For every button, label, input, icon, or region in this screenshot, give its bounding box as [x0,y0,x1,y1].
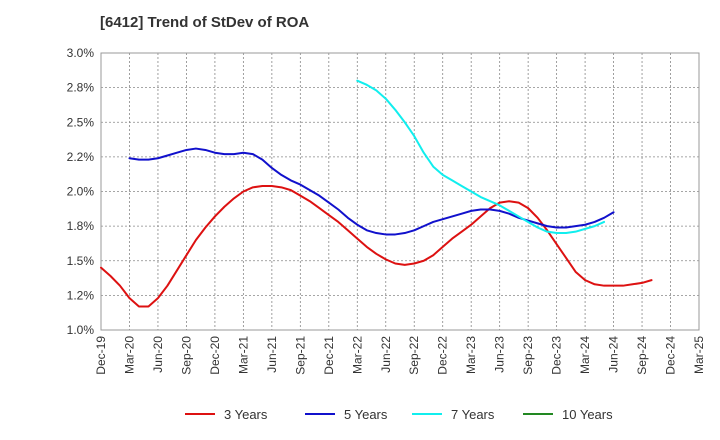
x-tick-label: Dec-24 [664,336,678,375]
y-tick-label: 2.5% [67,115,95,129]
legend: 3 Years 5 Years 7 Years 10 Years [185,407,613,422]
x-tick-label: Sep-24 [635,336,649,375]
x-tick-labels: Dec-19 Mar-20 Jun-20 Sep-20 Dec-20 Mar-21 Jun-… [94,336,706,375]
x-tick-label: Sep-21 [293,336,307,375]
x-tick-label: Mar-25 [692,336,706,374]
series-line-3-years [100,184,653,308]
legend-item-10-years: 10 Years [523,407,613,422]
y-tick-label: 1.8% [67,219,95,233]
x-tick-label: Sep-22 [407,336,421,375]
y-tick-label: 3.0% [67,46,95,60]
x-tick-label: Mar-20 [122,336,136,374]
legend-label: 10 Years [562,407,613,422]
y-tick-label: 2.2% [67,150,95,164]
series-line-5-years [128,147,615,236]
x-tick-label: Jun-21 [265,336,279,373]
x-tick-label: Sep-23 [521,336,535,375]
y-tick-label: 1.0% [67,323,95,337]
series-line-7-years [356,79,606,235]
x-tick-label: Jun-20 [151,336,165,373]
x-tick-label: Dec-20 [208,336,222,375]
legend-label: 7 Years [451,407,495,422]
x-tick-label: Dec-19 [94,336,108,375]
plot-frame [100,52,700,331]
x-tick-label: Dec-22 [436,336,450,375]
x-tick-label: Sep-20 [179,336,193,375]
series-lines [100,79,653,308]
x-tick-label: Mar-24 [578,336,592,374]
plot-area [101,53,699,330]
legend-item-5-years: 5 Years [305,407,388,422]
y-tick-label: 2.0% [67,185,95,199]
legend-item-3-years: 3 Years [185,407,268,422]
x-tick-label: Mar-22 [350,336,364,374]
x-tick-label: Jun-24 [607,336,621,373]
x-tick-label: Dec-23 [550,336,564,375]
x-tick-label: Mar-21 [236,336,250,374]
chart-title: [6412] Trend of StDev of ROA [100,14,310,31]
x-tick-label: Mar-23 [464,336,478,374]
legend-label: 5 Years [344,407,388,422]
y-tick-label: 2.8% [67,81,95,95]
x-tick-label: Jun-23 [493,336,507,373]
legend-item-7-years: 7 Years [412,407,495,422]
y-tick-labels: 1.0% 1.2% 1.5% 1.8% 2.0% 2.2% 2.5% 2.8% 3.0% [67,46,95,337]
y-tick-label: 1.5% [67,254,95,268]
y-tick-label: 1.2% [67,288,95,302]
x-tick-label: Jun-22 [379,336,393,373]
x-tick-label: Dec-21 [322,336,336,375]
legend-label: 3 Years [224,407,268,422]
